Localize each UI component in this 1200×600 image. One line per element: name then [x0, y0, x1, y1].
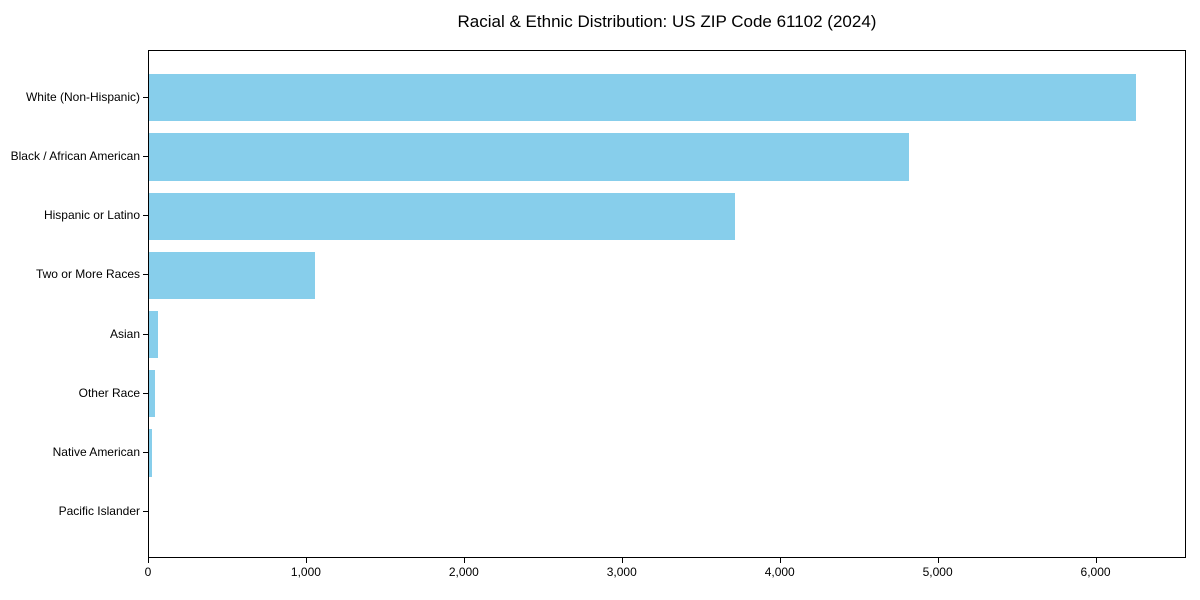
y-tick-mark	[143, 215, 148, 217]
x-tick-label: 2,000	[448, 565, 479, 579]
y-tick-label: Native American	[52, 445, 140, 460]
y-tick-label: Hispanic or Latino	[43, 208, 140, 223]
x-tick-mark	[779, 558, 781, 563]
y-tick-label: Two or More Races	[35, 267, 140, 282]
bar	[149, 133, 909, 181]
bar	[149, 251, 315, 300]
y-tick-label: Asian	[109, 326, 140, 341]
y-tick-mark	[143, 392, 148, 394]
x-tick-label: 4,000	[764, 565, 795, 579]
plot-area	[148, 50, 1186, 558]
y-tick-label: Other Race	[78, 385, 140, 400]
y-tick-mark	[143, 155, 148, 157]
x-tick-label: 5,000	[922, 565, 953, 579]
x-tick-label: 3,000	[606, 565, 637, 579]
y-tick-label: White (Non-Hispanic)	[25, 89, 140, 104]
bar	[149, 74, 1137, 122]
y-tick-mark	[143, 274, 148, 276]
y-tick-mark	[143, 96, 148, 98]
x-tick-mark	[621, 558, 623, 563]
x-tick-label: 1,000	[290, 565, 321, 579]
bar	[149, 192, 735, 240]
x-tick-mark	[463, 558, 465, 563]
y-tick-label: Black / African American	[10, 148, 140, 163]
bar	[149, 429, 153, 477]
x-tick-mark	[937, 558, 939, 563]
x-tick-mark	[148, 558, 149, 563]
bar	[149, 370, 155, 418]
bar	[149, 310, 159, 359]
x-tick-mark	[305, 558, 307, 563]
x-tick-label: 0	[144, 565, 152, 579]
y-tick-mark	[143, 333, 148, 335]
y-tick-mark	[143, 452, 148, 454]
y-tick-label: Pacific Islander	[58, 504, 140, 519]
y-tick-mark	[143, 511, 148, 513]
x-tick-label: 6,000	[1080, 565, 1111, 579]
x-tick-mark	[1095, 558, 1097, 563]
chart-title: Racial & Ethnic Distribution: US ZIP Cod…	[457, 12, 877, 31]
